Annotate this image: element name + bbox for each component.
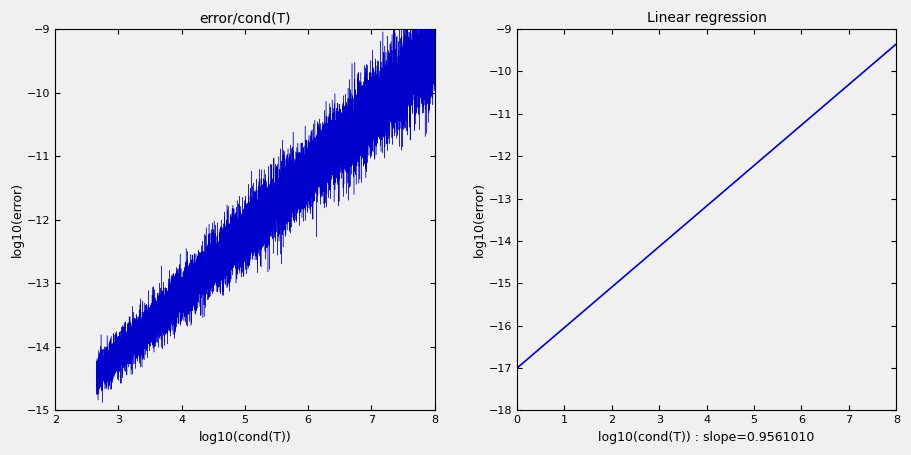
Title: Linear regression: Linear regression [647,11,766,25]
Title: error/cond(T): error/cond(T) [200,11,291,25]
X-axis label: log10(cond(T)) : slope=0.9561010: log10(cond(T)) : slope=0.9561010 [599,431,814,444]
Y-axis label: log10(error): log10(error) [11,182,24,257]
Y-axis label: log10(error): log10(error) [473,182,486,257]
X-axis label: log10(cond(T)): log10(cond(T)) [199,431,292,444]
